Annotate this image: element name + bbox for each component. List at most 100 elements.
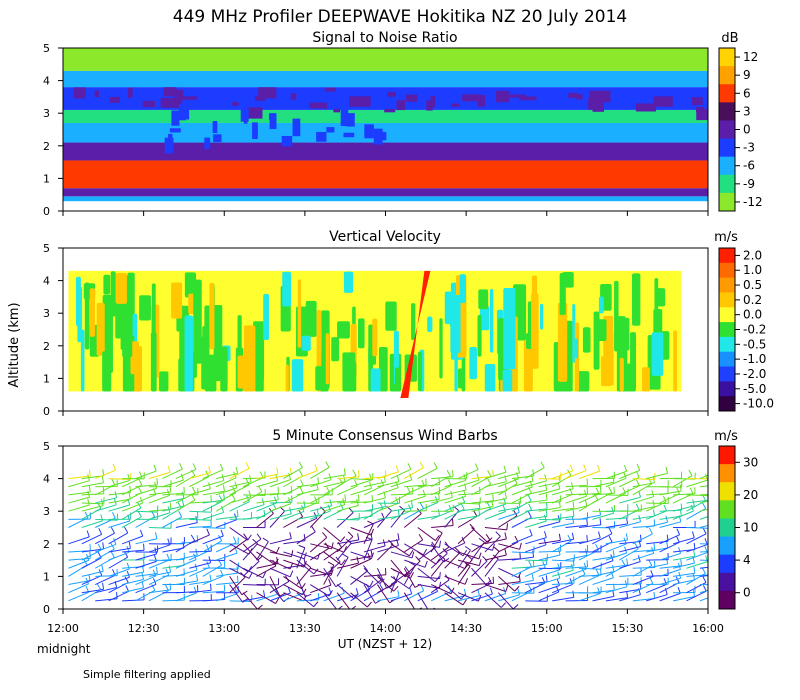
wind-barb [417,590,438,602]
wind-barb-flag [111,478,116,485]
wind-barb-flag [460,503,465,510]
wind-barb [511,579,534,586]
wind-barb [431,476,454,480]
wind-barb [605,477,627,488]
wind-barb [350,479,372,488]
wind-barb-flag [446,469,451,477]
colorbar-swatch [719,322,735,338]
wind-barb [686,499,708,504]
snr-patch [396,100,406,111]
wind-barbs-panel: 5 Minute Consensus Wind Barbs 0 1 2 3 4 5 12:… [43,428,758,635]
colorbar-label: 0.0 [743,308,762,322]
x-tick-label: 13:00 [208,622,240,635]
wind-barb [350,570,368,585]
wind-barb [216,519,237,528]
wind-barb-flag [519,542,522,550]
wind-barb [189,589,212,594]
wind-barb [310,510,331,520]
snr-patch [245,107,263,119]
wind-barb [296,489,319,496]
wind-barb-flag [611,506,615,514]
vv-cell [572,303,576,363]
wind-barb-flag [343,475,346,482]
vv-cell [598,296,604,314]
wind-barb [68,475,91,480]
y-tick-label: 1 [43,570,50,583]
wind-barb [565,524,588,528]
vv-cell [370,368,381,392]
wind-barb [202,527,225,529]
wind-barb-flag [517,466,521,473]
wind-barb [538,569,560,577]
wind-barb-flag [450,490,453,498]
wind-y-axis: 0 1 2 3 4 5 [43,440,63,616]
wind-barb [484,527,507,531]
wind-barb [430,532,443,553]
wind-barb-flag [503,587,507,594]
wind-barb-flag [626,558,629,566]
wind-barb [484,538,507,545]
wind-barb [189,534,210,545]
wind-barb-flag [513,509,518,517]
wind-barb [699,575,708,577]
vv-cell [479,305,490,331]
wind-barb [336,592,351,609]
wind-barb [363,523,374,545]
wind-barb-flag [357,533,360,540]
wind-barb [229,576,246,594]
wind-barb-flag [517,588,521,595]
wind-barb [444,552,461,569]
wind-barb [592,492,612,504]
wind-barb [269,584,285,603]
wind-barb [108,478,131,481]
wind-barb [309,547,330,561]
wind-barb [377,596,400,602]
wind-barb-flag [347,531,354,537]
wind-barb [202,540,222,553]
y-tick-label: 2 [43,140,50,153]
snr-patch [109,96,120,103]
vv-cell [484,363,496,392]
wind-barb [578,492,601,496]
wind-barb-flag [100,499,104,506]
wind-barb [417,501,439,512]
colorbar-label: -2.0 [743,367,766,381]
wind-barb [135,538,158,545]
snr-patch [254,95,266,101]
wind-barb [189,550,210,561]
wind-barb-flag [388,539,394,545]
wind-barb [68,583,89,594]
snr-patch [462,94,479,102]
wind-barb [202,535,224,545]
wind-barb-flag [435,534,440,541]
wind-barb [256,493,279,496]
wind-barb [471,527,489,543]
wind-barb-flag [262,537,269,543]
wind-barb [377,510,392,528]
wind-barb [296,470,318,480]
wind-barb-flag [443,557,450,563]
wind-barb [377,471,399,480]
wind-barb [283,584,304,596]
colorbar-label: 30 [743,455,758,469]
wind-barb-flag [504,532,507,540]
wind-barb-flag [290,550,294,557]
wind-barb-flag [259,471,264,478]
wind-barb [484,551,500,569]
wind-barb [81,502,104,505]
wind-barb [538,488,560,496]
colorbar-label: 0.2 [743,293,762,307]
x-tick-label: 13:30 [289,622,321,635]
wind-barb [484,511,506,520]
wind-barb-flag [527,511,532,518]
wind-barb [350,539,373,545]
wind-barb [189,566,210,577]
wind-barb [605,517,628,520]
wind-barb-flag [232,536,237,543]
wind-barb-flag [313,568,319,575]
wind-colorbar: 30 20 10 4 0 [718,445,758,610]
wind-barb-flag [352,469,357,476]
wind-barb [672,572,695,577]
